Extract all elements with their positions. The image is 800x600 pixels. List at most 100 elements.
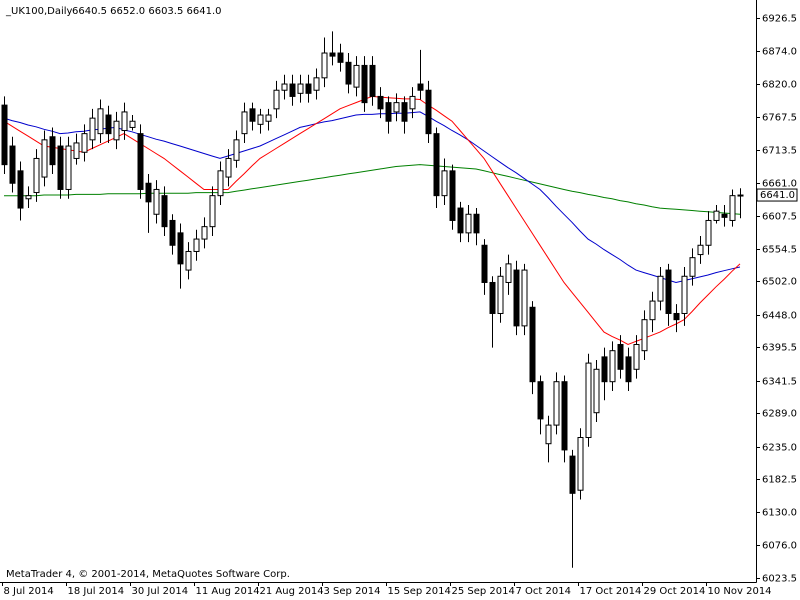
y-tick-label: 6182.5 (762, 475, 797, 486)
candle-body (265, 114, 272, 122)
candle-body (393, 102, 400, 113)
candle-body (233, 139, 240, 161)
candle-body (545, 424, 552, 445)
candle-body (721, 213, 728, 218)
x-tick-label: 25 Sep 2014 (452, 586, 515, 597)
y-tick-label: 6767.5 (762, 113, 797, 124)
candle-body (657, 275, 664, 302)
candle-body (521, 269, 528, 327)
candle-body (585, 362, 592, 439)
candle-body (497, 275, 504, 314)
candle-body (737, 194, 744, 197)
candle-body (169, 219, 176, 246)
candle-body (601, 356, 608, 383)
candle-body (577, 437, 584, 491)
copyright: MetaTrader 4, © 2001-2014, MetaQuotes So… (6, 569, 290, 580)
candle-body (89, 117, 96, 141)
candle-body (249, 108, 256, 122)
x-tick-label: 11 Aug 2014 (196, 586, 260, 597)
candle-body (25, 195, 32, 200)
y-tick-label: 6130.0 (762, 508, 797, 519)
candle-body (633, 343, 640, 370)
candle-body (505, 263, 512, 283)
candle-body (345, 61, 352, 85)
candle-body (33, 157, 40, 194)
candle-body (689, 257, 696, 277)
candle-body (569, 455, 576, 494)
candle-body (297, 83, 304, 94)
last-price-label: 6641.0 (760, 190, 795, 201)
candle-body (97, 108, 104, 135)
candle-body (73, 142, 80, 159)
x-tick-label: 21 Aug 2014 (260, 586, 324, 597)
candle-body (177, 232, 184, 265)
candle-body (553, 381, 560, 426)
candle-body (425, 89, 432, 135)
candle-body (49, 136, 56, 166)
candle-body (409, 95, 416, 110)
candle-body (105, 114, 112, 135)
candle-body (617, 343, 624, 370)
candle-body (17, 170, 24, 209)
y-tick-label: 6395.5 (762, 343, 797, 354)
candle-body (241, 111, 248, 135)
candle-body (665, 269, 672, 314)
ohlc-header: 6640.5 6652.0 6603.5 6641.0 (72, 6, 222, 17)
x-tick-label: 8 Jul 2014 (4, 586, 54, 597)
candle-body (673, 312, 680, 321)
x-tick-label: 17 Oct 2014 (580, 586, 642, 597)
candle-body (649, 300, 656, 321)
candle-body (161, 195, 168, 228)
candle-body (289, 83, 296, 97)
y-tick-label: 6874.0 (762, 47, 797, 58)
y-tick-label: 6713.5 (762, 146, 797, 157)
x-tick-label: 30 Jul 2014 (132, 586, 189, 597)
candle-body (593, 368, 600, 414)
candle-body (401, 102, 408, 122)
candle-body (561, 381, 568, 451)
candle-body (121, 111, 128, 132)
candle-body (705, 219, 712, 246)
candle-body (417, 83, 424, 91)
candle-body (281, 83, 288, 91)
candle-body (513, 269, 520, 327)
candle-body (449, 170, 456, 221)
candle-body (457, 207, 464, 234)
candle-body (313, 77, 320, 91)
candle-body (81, 133, 88, 153)
candle-body (321, 52, 328, 79)
candle-body (433, 133, 440, 197)
x-tick-label: 7 Oct 2014 (516, 586, 571, 597)
plot-area (1, 31, 744, 568)
candle-body (65, 145, 72, 190)
candle-body (337, 52, 344, 63)
candle-body (217, 170, 224, 197)
candle-body (361, 64, 368, 104)
candle-body (713, 210, 720, 221)
candle-body (353, 64, 360, 88)
y-tick-label: 6023.5 (762, 574, 797, 585)
y-tick-label: 6661.0 (762, 179, 797, 190)
x-tick-label: 10 Nov 2014 (708, 586, 772, 597)
candle-body (113, 120, 120, 141)
candle-body (185, 250, 192, 271)
x-tick-label: 18 Jul 2014 (68, 586, 125, 597)
moving-average (4, 164, 741, 215)
candle-body (201, 226, 208, 240)
y-tick-label: 6607.5 (762, 212, 797, 223)
candle-body (465, 213, 472, 234)
candle-body (729, 195, 736, 221)
y-tick-label: 6820.0 (762, 80, 797, 91)
candle-body (609, 350, 616, 383)
x-tick-label: 15 Sep 2014 (388, 586, 451, 597)
candle-body (369, 64, 376, 97)
candle-body (641, 319, 648, 352)
y-tick-label: 6554.5 (762, 245, 797, 256)
y-tick-label: 6235.0 (762, 443, 797, 454)
candle-body (57, 145, 64, 190)
candle-body (153, 188, 160, 215)
candle-body (1, 104, 8, 166)
candle-body (145, 182, 152, 203)
candle-body (441, 170, 448, 197)
y-tick-label: 6502.0 (762, 277, 797, 288)
